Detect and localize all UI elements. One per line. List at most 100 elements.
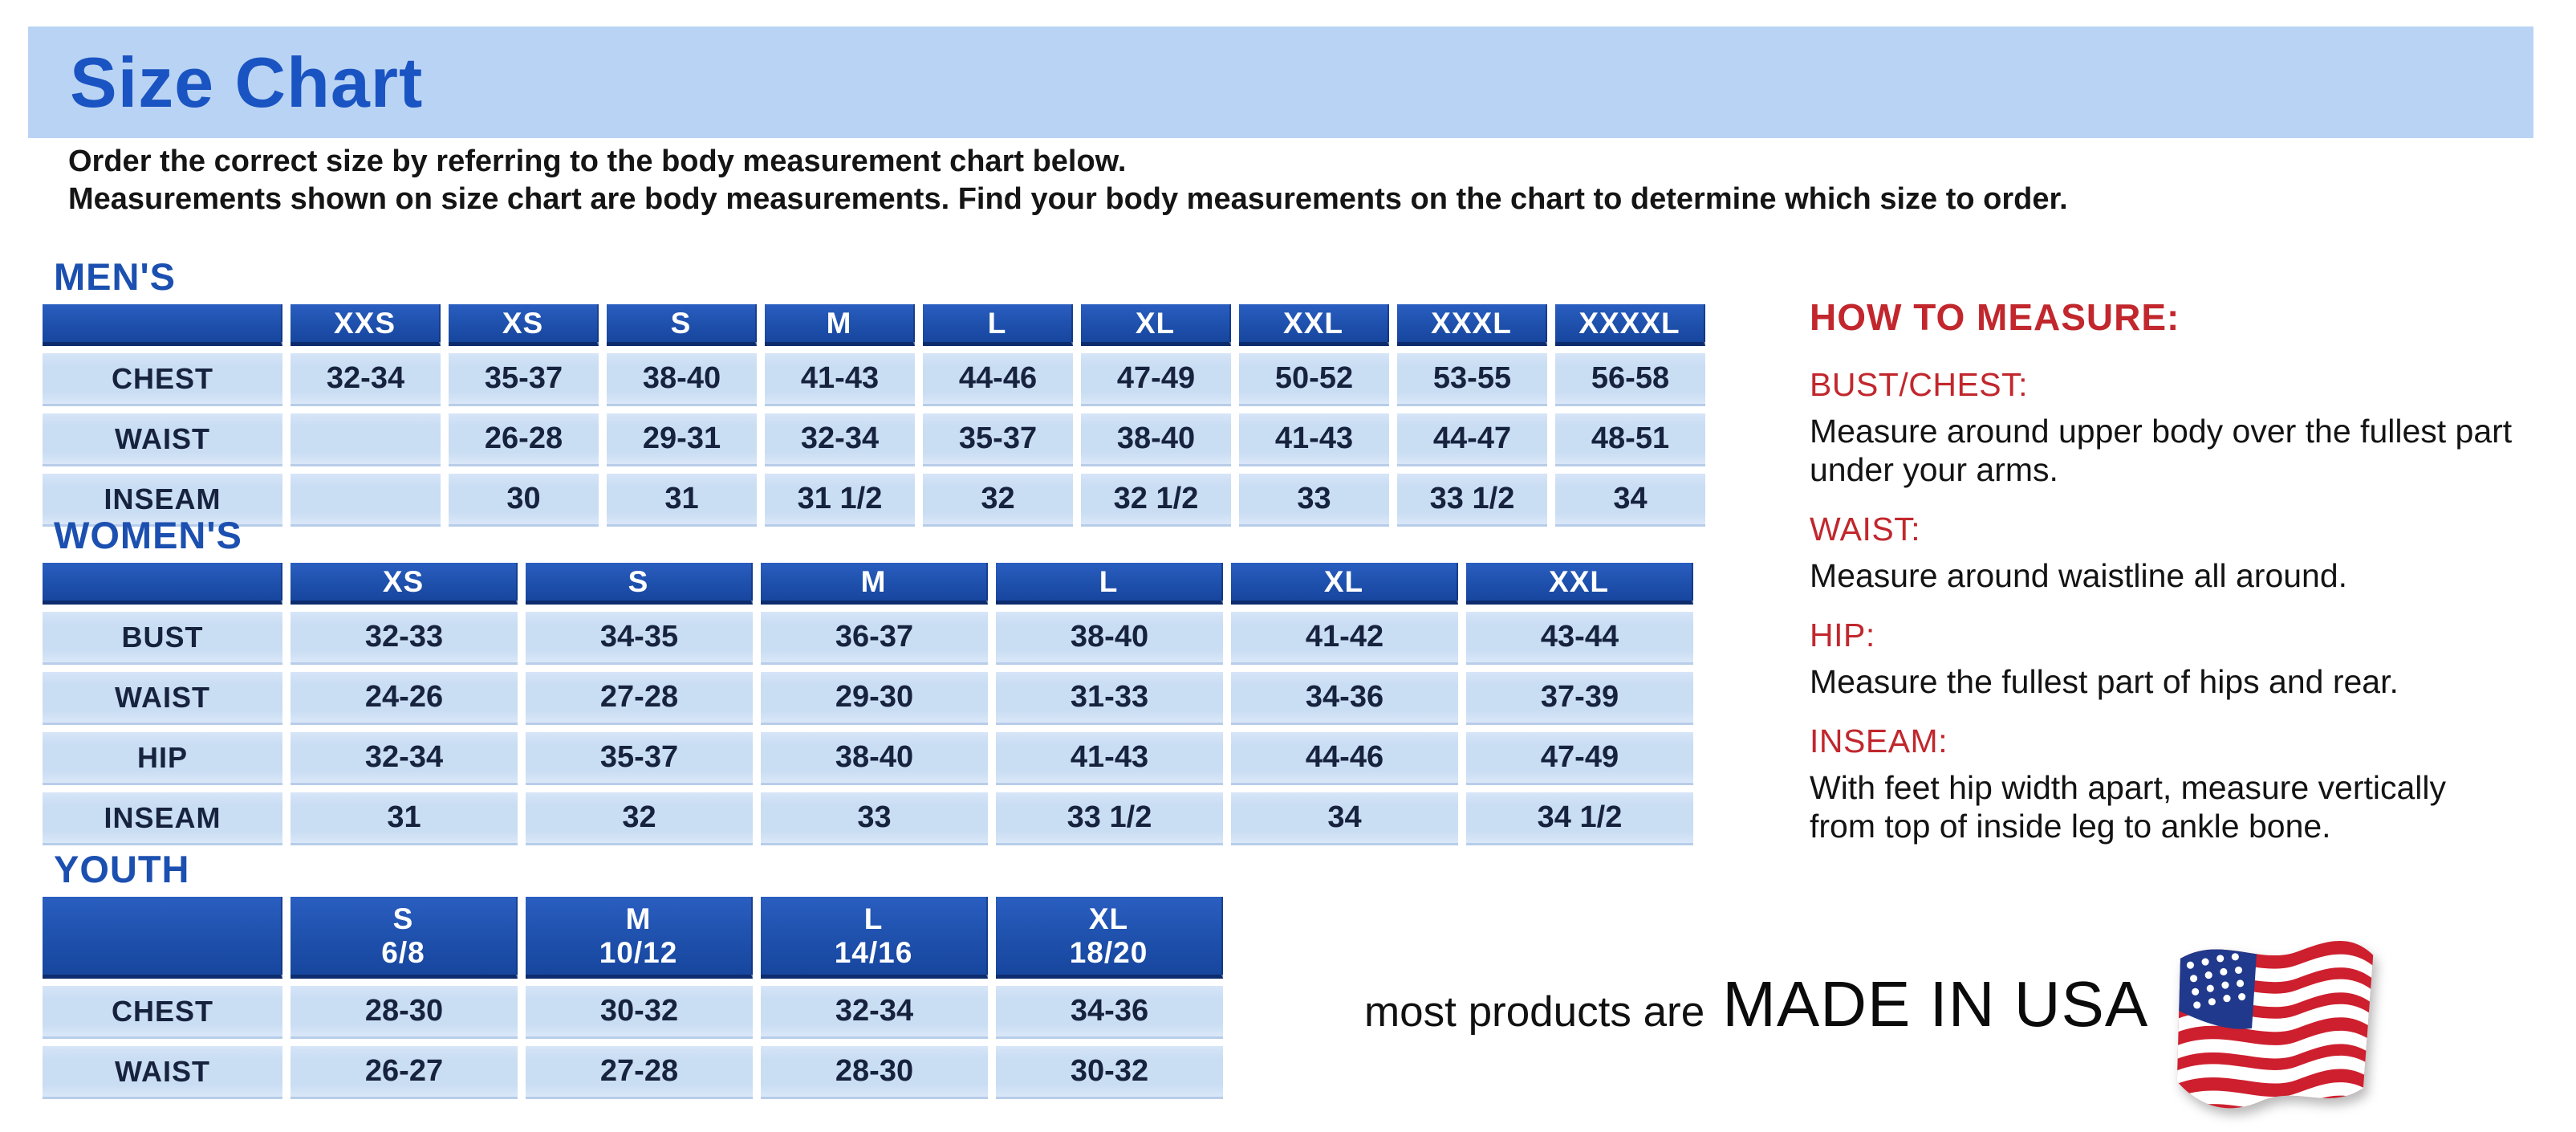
value-cell-text: 24-26: [364, 680, 444, 714]
value-cell: 30-32: [996, 1046, 1223, 1099]
column-header-cell-text: XXXL: [1431, 306, 1512, 340]
value-cell-text: 38-40: [1116, 421, 1196, 455]
column-header-cell-text: L: [987, 306, 1007, 340]
page-title: Size Chart: [70, 42, 424, 122]
value-cell: 32: [923, 474, 1073, 527]
column-header-cell-text: 10/12: [599, 935, 678, 969]
column-header-cell-text: XL: [1135, 306, 1176, 340]
row-label-cell: BUST: [43, 612, 282, 665]
value-cell-text: 32: [622, 800, 656, 834]
value-cell: 26-28: [449, 413, 599, 466]
column-header-cell: L 14/16: [761, 897, 988, 979]
value-cell: 28-30: [291, 986, 518, 1039]
column-header-cell: XXXL: [1397, 304, 1547, 346]
column-header-cell-text: S: [670, 306, 692, 340]
row-label-cell: WAIST: [43, 1046, 282, 1099]
value-cell-text: 34: [1327, 800, 1362, 834]
measure-item-text: Measure around waistline all around.: [1810, 557, 2348, 594]
value-cell-text: 37-39: [1540, 680, 1619, 714]
value-cell: 30: [449, 474, 599, 527]
value-cell: 47-49: [1466, 732, 1693, 785]
value-cell-text: 30: [506, 482, 541, 515]
value-cell: 35-37: [526, 732, 753, 785]
value-cell-text: 31: [387, 800, 421, 834]
section-label-youth: YOUTH: [54, 848, 190, 890]
column-header-cell: XS: [449, 304, 599, 346]
row-label-cell: WAIST: [43, 413, 282, 466]
measure-item-inseam: INSEAM: With feet hip width apart, measu…: [1810, 723, 2532, 845]
row-label-cell-text: BUST: [121, 620, 204, 654]
value-cell: 41-43: [765, 353, 915, 406]
table-corner-cell: [43, 304, 282, 346]
value-cell: 44-47: [1397, 413, 1547, 466]
how-to-measure-title: HOW TO MEASURE:: [1810, 296, 2180, 338]
measure-item-hip: HIP: Measure the fullest part of hips an…: [1810, 617, 2532, 701]
value-cell-text: 35-37: [599, 740, 679, 774]
column-header-cell-text: XXXXL: [1579, 306, 1680, 340]
value-cell-text: 44-46: [1305, 740, 1384, 774]
column-header-cell-text: XS: [382, 564, 425, 598]
value-cell-text: 43-44: [1540, 620, 1619, 654]
value-cell: 26-27: [291, 1046, 518, 1099]
value-cell-text: 27-28: [599, 1054, 679, 1088]
column-header-cell-text: S: [628, 564, 649, 598]
value-cell: 37-39: [1466, 672, 1693, 725]
value-cell-text: 53-55: [1432, 361, 1512, 395]
value-cell: 33 1/2: [1397, 474, 1547, 527]
column-header-cell: L: [996, 563, 1223, 605]
value-cell-text: 32-34: [835, 994, 914, 1028]
value-cell-text: 32-34: [800, 421, 880, 455]
value-cell-text: 28-30: [835, 1054, 914, 1088]
value-cell: 48-51: [1555, 413, 1705, 466]
value-cell-text: 32: [981, 482, 1015, 515]
column-header-cell-text: XL: [1323, 564, 1364, 598]
column-header-cell-text: M: [625, 902, 652, 935]
value-cell-text: 38-40: [642, 361, 721, 395]
value-cell: 50-52: [1239, 353, 1389, 406]
womens-size-table: XS S M L XL XXL BUST 32-33 34-35 36-37 38-40 41-42 4…: [43, 563, 1693, 845]
measure-item-text: With feet hip width apart, measure verti…: [1810, 769, 2446, 845]
value-cell: 33: [761, 792, 988, 845]
row-label-cell-text: WAIST: [115, 680, 210, 714]
column-header-cell-text: M: [860, 564, 887, 598]
value-cell-text: 38-40: [835, 740, 914, 774]
measure-item-heading: BUST/CHEST:: [1810, 366, 2029, 403]
value-cell: 27-28: [526, 672, 753, 725]
value-cell-text: 30-32: [1070, 1054, 1149, 1088]
value-cell: 34: [1555, 474, 1705, 527]
row-label-cell-text: WAIST: [115, 421, 210, 455]
value-cell: 28-30: [761, 1046, 988, 1099]
value-cell: 41-43: [1239, 413, 1389, 466]
value-cell-text: 38-40: [1070, 620, 1149, 654]
value-cell-text: 41-43: [1274, 421, 1354, 455]
column-header-cell: L: [923, 304, 1073, 346]
value-cell-text: 30-32: [599, 994, 679, 1028]
column-header-cell-text: XXL: [1283, 306, 1343, 340]
how-to-measure-panel: HOW TO MEASURE: BUST/CHEST: Measure arou…: [1810, 295, 2532, 867]
mens-size-table: XXS XS S M L XL XXL XXXL XXXXL CHEST 32-34 35-37 38-…: [43, 304, 1705, 527]
column-header-cell: XL: [1081, 304, 1231, 346]
value-cell: 33 1/2: [996, 792, 1223, 845]
value-cell: 32: [526, 792, 753, 845]
value-cell-text: 41-43: [800, 361, 880, 395]
value-cell: 31-33: [996, 672, 1223, 725]
value-cell-text: 47-49: [1540, 740, 1619, 774]
intro-line-2: Measurements shown on size chart are bod…: [68, 182, 2068, 216]
value-cell-text: 35-37: [484, 361, 563, 395]
row-label-cell-text: CHEST: [111, 994, 213, 1028]
value-cell-text: 27-28: [599, 680, 679, 714]
value-cell-text: 31: [664, 482, 699, 515]
value-cell: 34-35: [526, 612, 753, 665]
column-header-cell-text: M: [826, 306, 852, 340]
value-cell: 41-42: [1231, 612, 1458, 665]
value-cell-text: 26-27: [364, 1054, 444, 1088]
value-cell: 34 1/2: [1466, 792, 1693, 845]
table-corner-cell: [43, 897, 282, 979]
value-cell: 31 1/2: [765, 474, 915, 527]
value-cell: 35-37: [923, 413, 1073, 466]
column-header-cell: XS: [291, 563, 518, 605]
row-label-cell: INSEAM: [43, 792, 282, 845]
value-cell: 32-34: [765, 413, 915, 466]
measure-item-heading: WAIST:: [1810, 511, 1921, 548]
value-cell-text: 34-35: [599, 620, 679, 654]
